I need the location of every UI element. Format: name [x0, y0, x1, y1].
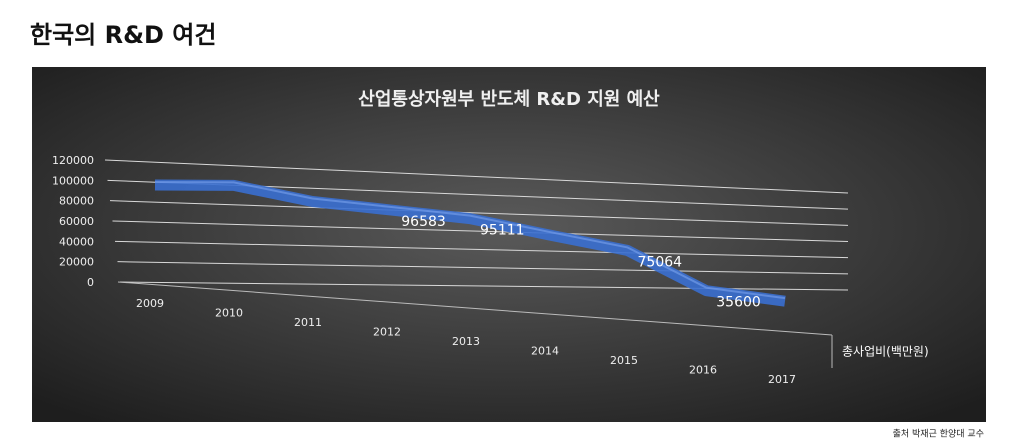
- y-tick-label: 100000: [52, 174, 94, 187]
- x-tick-label: 2015: [610, 354, 638, 367]
- y-tick-label: 80000: [59, 195, 94, 208]
- data-label: 96583: [401, 214, 446, 230]
- x-tick-label: 2010: [215, 307, 243, 320]
- chart-background: [32, 67, 986, 422]
- legend-label: 총사업비(백만원): [842, 345, 929, 359]
- data-label: 95111: [480, 223, 525, 239]
- y-tick-label: 0: [87, 276, 94, 289]
- source: 출처 박재근 한양대 교수: [893, 428, 984, 440]
- grid-line: [117, 261, 849, 275]
- chart-title: 산업통상자원부 반도체 R&D 지원 예산: [358, 89, 660, 110]
- plot: 0 20000 40000 60000 80000 100000 120000 2009 201…: [52, 154, 929, 386]
- x-tick-label: 2013: [452, 335, 480, 348]
- x-tick-label: 2012: [373, 326, 401, 339]
- x-tick-label: 2009: [136, 297, 164, 310]
- series-highlight: [154, 180, 786, 300]
- data-label: 35600: [716, 295, 761, 311]
- floor-edge: [117, 281, 833, 336]
- y-tick-label: 40000: [59, 235, 94, 248]
- x-tick-label: 2016: [689, 364, 717, 377]
- data-label: 75064: [638, 254, 683, 270]
- x-tick-label: 2011: [294, 316, 322, 329]
- page-title: 한국의 R&D 여건: [30, 21, 216, 49]
- y-tick-label: 120000: [52, 154, 94, 167]
- y-tick-label: 60000: [59, 215, 94, 228]
- grid-line: [104, 159, 849, 194]
- series-ribbon: [154, 179, 786, 307]
- grid-line: [109, 200, 849, 226]
- grid-line: [114, 240, 849, 259]
- x-tick-label: 2017: [768, 373, 796, 386]
- grid-line: [112, 220, 849, 242]
- x-tick-label: 2014: [531, 345, 559, 358]
- y-tick-label: 20000: [59, 256, 94, 269]
